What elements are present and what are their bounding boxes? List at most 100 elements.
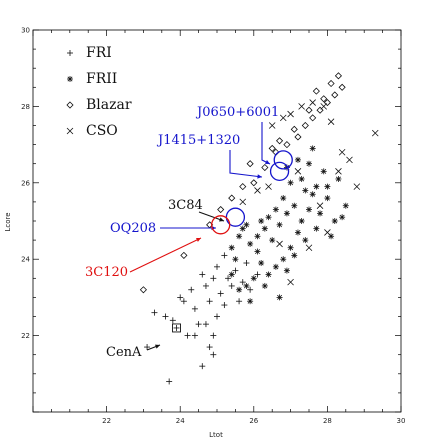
- blazar-point: [327, 79, 335, 88]
- frii-point: [287, 244, 294, 251]
- annotation-label-3c84: 3C84: [168, 198, 203, 213]
- frii-point: [302, 237, 309, 244]
- frii-point: [306, 206, 312, 213]
- blazar-point: [217, 205, 225, 214]
- frii-point: [283, 210, 290, 217]
- y-tick-label: 24: [21, 256, 30, 264]
- marker-box-cena: [172, 323, 181, 333]
- blazar-point: [275, 137, 284, 145]
- annotation-label-j1415-1320: J1415+1320: [156, 133, 240, 148]
- arrowhead-3c84: [219, 217, 224, 222]
- fri-point: [184, 332, 191, 339]
- frii-point: [342, 202, 349, 209]
- blazar-point: [331, 91, 339, 99]
- frii-point: [317, 210, 324, 217]
- annotations: J0650+6001 J1415+1320 3C84 OQ208 3C120 CenA: [85, 105, 293, 360]
- arrowhead-cena: [155, 344, 160, 349]
- fri-point: [199, 271, 206, 278]
- fri-point: [210, 275, 217, 282]
- frii-point: [243, 221, 250, 228]
- cso-point: [287, 278, 294, 286]
- fri-point: [169, 317, 176, 324]
- annotation-label-cena: CenA: [106, 345, 142, 360]
- cso-point: [265, 183, 272, 190]
- frii-point: [313, 225, 320, 232]
- cso-point: [338, 148, 346, 156]
- fri-point: [214, 313, 220, 320]
- highlight-circle-j1415-1320: [269, 161, 290, 181]
- frii-point: [236, 286, 243, 293]
- fri-point: [177, 294, 184, 301]
- fri-point: [228, 282, 235, 289]
- blazar-point: [320, 95, 328, 103]
- blazar-point: [239, 183, 247, 191]
- blazar-point: [290, 125, 298, 133]
- frii-point: [254, 233, 261, 240]
- frii-point: [261, 282, 268, 289]
- frii-point: [239, 225, 246, 232]
- fri-point: [180, 298, 187, 305]
- frii-point: [236, 233, 243, 240]
- legend-label-fri: FRI: [86, 45, 112, 61]
- blazar-point: [139, 286, 147, 294]
- annotation-label-j0650-6001: J0650+6001: [195, 105, 279, 120]
- legend-label-blazar: Blazar: [86, 97, 132, 113]
- blazar-point: [334, 72, 343, 80]
- fri-point: [162, 313, 169, 320]
- frii-point: [276, 294, 283, 301]
- fri-point: [195, 321, 202, 328]
- frii-point: [339, 214, 346, 221]
- plot-frame: [32, 29, 402, 413]
- cso-point: [324, 229, 331, 236]
- frii-point: [291, 252, 298, 259]
- frii-point: [280, 195, 287, 202]
- x-tick-label: 22: [102, 417, 111, 425]
- legend-marker-blazar: [66, 101, 74, 109]
- fri-point: [254, 271, 261, 278]
- axis-ticks: 22 24 26 28 30 22 24 26 28 30: [21, 27, 405, 426]
- fri-point: [210, 332, 217, 339]
- cso-point: [276, 240, 283, 248]
- frii-point: [294, 156, 301, 163]
- cso-point: [353, 183, 361, 190]
- frii-point: [309, 145, 316, 152]
- cso-point: [279, 114, 287, 122]
- annotation-label-oq208: OQ208: [110, 221, 156, 236]
- cso-point: [335, 168, 342, 175]
- frii-point: [258, 260, 265, 267]
- fri-point: [210, 351, 217, 358]
- y-tick-label: 30: [21, 27, 30, 35]
- legend-label-frii: FRII: [86, 71, 117, 87]
- fri-point: [191, 332, 198, 339]
- fri-point: [144, 344, 151, 351]
- frii-point: [306, 160, 312, 167]
- fri-point: [239, 279, 246, 286]
- frii-point: [247, 298, 254, 305]
- frii-point: [265, 214, 272, 221]
- x-tick-label: 30: [397, 417, 406, 425]
- blazar-point: [246, 160, 254, 168]
- fri-point: [202, 321, 209, 328]
- y-tick-label: 22: [21, 332, 30, 340]
- frii-point: [272, 206, 279, 213]
- blazar-point: [261, 163, 269, 172]
- y-tick-label: 26: [21, 179, 30, 187]
- fri-point: [173, 324, 180, 331]
- blazar-point: [268, 144, 276, 152]
- cso-point: [254, 187, 261, 194]
- frii-point: [232, 256, 239, 263]
- arrowhead-3c120: [196, 237, 201, 242]
- legend-marker-cso: [66, 127, 74, 135]
- blazar-point: [180, 251, 188, 259]
- fri-point: [206, 298, 213, 305]
- cso-point: [371, 129, 379, 137]
- y-tick-label: 28: [21, 103, 30, 111]
- x-tick-label: 24: [176, 417, 185, 425]
- fri-point: [199, 363, 206, 370]
- fri-point: [221, 252, 228, 259]
- fri-point: [232, 267, 239, 274]
- frii-point: [261, 225, 268, 232]
- frii-point: [269, 237, 276, 244]
- arrowhead-j1415-1320: [257, 174, 262, 179]
